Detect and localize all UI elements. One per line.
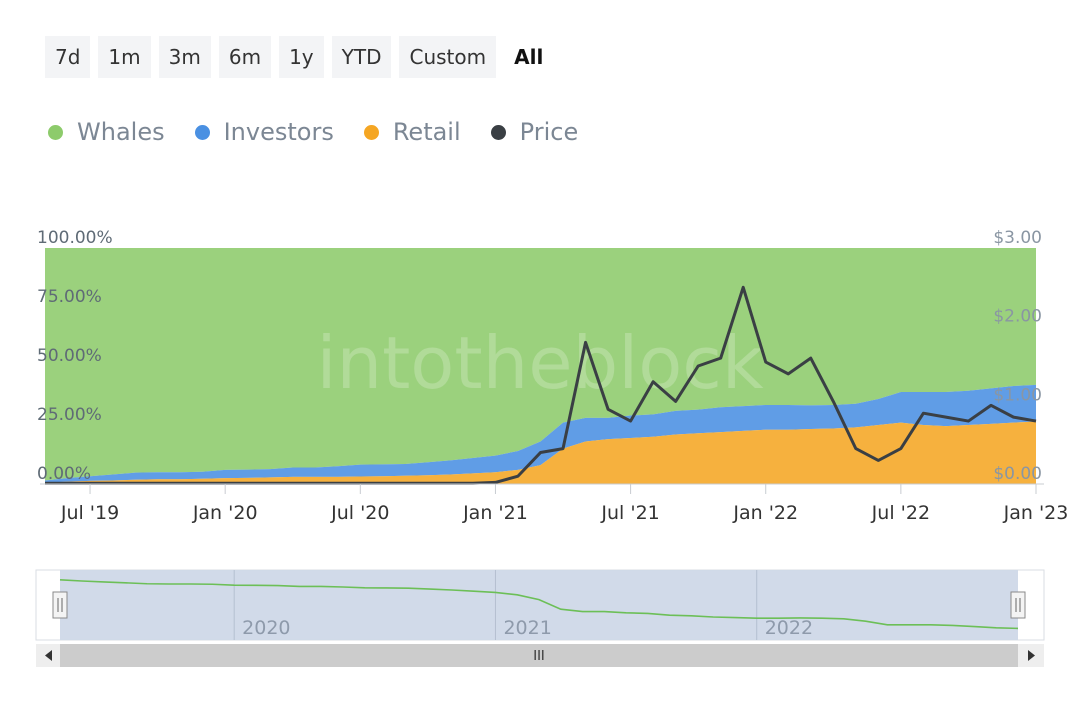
left-axis-label: 50.00%	[37, 346, 102, 366]
whales-area	[45, 248, 1036, 481]
range-button-1m[interactable]: 1m	[98, 36, 151, 78]
left-axis-label: 100.00%	[37, 228, 113, 248]
right-axis-label: $0.00	[993, 464, 1042, 484]
scroll-left-arrow-icon[interactable]	[45, 650, 52, 661]
legend-label: Whales	[77, 118, 165, 146]
navigator-year-label: 2021	[503, 617, 551, 639]
scrollbar-thumb[interactable]	[60, 644, 1018, 667]
x-tick-label: Jul '19	[60, 502, 119, 524]
range-button-all[interactable]: All	[504, 36, 553, 78]
range-button-7d[interactable]: 7d	[45, 36, 91, 78]
left-axis-label: 75.00%	[37, 287, 102, 307]
range-button-1y[interactable]: 1y	[279, 36, 324, 78]
x-tick-label: Jan '22	[732, 502, 798, 524]
navigator-whales-line	[59, 579, 1019, 630]
chart-legend: Whales Investors Retail Price	[48, 118, 578, 146]
navigator-frame	[35, 569, 1045, 641]
scrollbar-track	[36, 644, 1044, 667]
scroll-right-arrow-icon[interactable]	[1028, 650, 1035, 661]
watermark-text: intotheblock	[316, 321, 763, 405]
x-tick-label: Jul '20	[330, 502, 389, 524]
navigator-right-handle[interactable]	[1010, 591, 1026, 619]
range-button-3m[interactable]: 3m	[158, 36, 211, 78]
legend-investors-circle-icon	[194, 124, 210, 140]
legend-item-price[interactable]: Price	[490, 118, 579, 146]
legend-label: Retail	[392, 118, 461, 146]
navigator-selection	[60, 570, 1018, 640]
range-button-custom[interactable]: Custom	[399, 36, 497, 78]
scrollbar-grip: III	[533, 649, 545, 664]
x-tick-label: Jan '23	[1003, 502, 1069, 524]
legend-retail-circle-icon	[363, 124, 379, 140]
right-axis-label: $2.00	[993, 307, 1042, 327]
range-selector: 7d 1m 3m 6m 1y YTD Custom All	[45, 36, 553, 78]
right-axis-label: $1.00	[993, 385, 1042, 405]
legend-item-investors[interactable]: Investors	[194, 118, 334, 146]
left-axis-label: 25.00%	[37, 405, 102, 425]
investors-area	[45, 384, 1036, 483]
price-line	[45, 285, 1037, 485]
legend-price-circle-icon	[490, 124, 506, 140]
range-button-6m[interactable]: 6m	[218, 36, 272, 78]
legend-whales-circle-icon	[48, 124, 63, 140]
range-button-ytd[interactable]: YTD	[331, 36, 392, 78]
legend-item-retail[interactable]: Retail	[363, 118, 461, 146]
x-tick-label: Jan '20	[192, 502, 258, 524]
navigator-year-label: 2022	[765, 617, 813, 639]
navigator-year-label: 2020	[242, 617, 290, 639]
x-tick-label: Jul '22	[871, 502, 930, 524]
right-axis-label: $3.00	[993, 228, 1042, 248]
left-axis-label: 0.00%	[37, 464, 91, 484]
legend-item-whales[interactable]: Whales	[48, 118, 165, 146]
x-tick-label: Jul '21	[600, 502, 659, 524]
legend-label: Investors	[223, 118, 334, 146]
retail-area	[45, 421, 1036, 484]
legend-label: Price	[519, 118, 579, 146]
navigator-left-handle[interactable]	[52, 591, 68, 619]
x-tick-label: Jan '21	[462, 502, 528, 524]
